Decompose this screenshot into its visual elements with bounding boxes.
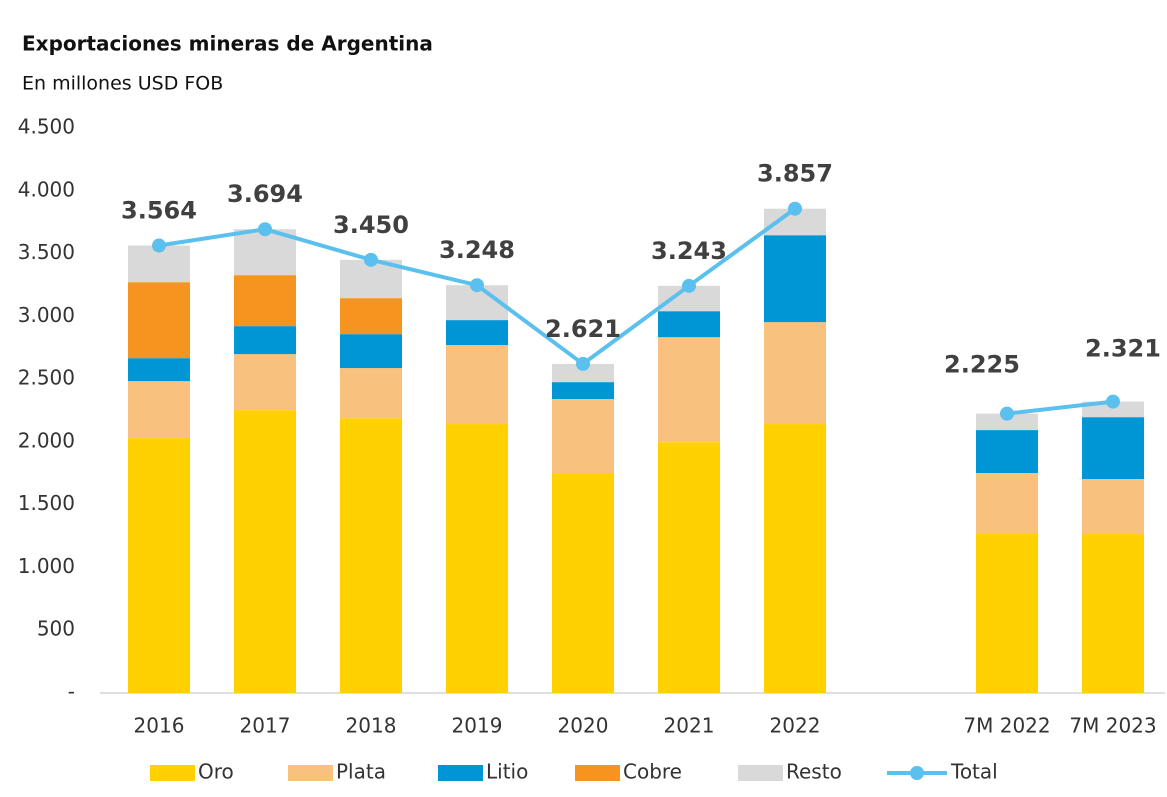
total-marker [1000, 406, 1014, 421]
bar-segment [1082, 479, 1144, 535]
chart-subtitle: En millones USD FOB [22, 73, 223, 95]
legend-label: Litio [486, 760, 528, 784]
legend-swatch [738, 765, 783, 781]
bar-segment [128, 381, 190, 439]
bar-segment [658, 337, 720, 443]
total-marker [470, 278, 484, 293]
bar-segment [1082, 534, 1144, 693]
legend-swatch [575, 765, 620, 781]
data-label: 3.450 [333, 211, 409, 239]
data-label: 3.857 [757, 160, 833, 188]
y-tick-label: - [68, 680, 75, 704]
bar-segment [234, 410, 296, 693]
bar-segment [976, 473, 1038, 535]
x-tick-label: 2021 [664, 714, 715, 738]
total-marker [364, 252, 378, 267]
y-tick-label: 4.000 [18, 177, 75, 201]
x-tick-label: 7M 2023 [1069, 714, 1156, 738]
x-tick-label: 2019 [452, 714, 503, 738]
bar-segment [234, 354, 296, 411]
bar-segment [128, 282, 190, 359]
total-marker [1106, 394, 1120, 409]
bar-segment [552, 382, 614, 400]
legend-label: Cobre [623, 760, 682, 784]
legend-label: Total [950, 760, 998, 784]
total-marker [576, 356, 590, 371]
data-label: 3.564 [121, 197, 197, 225]
x-tick-label: 2016 [134, 714, 185, 738]
bar-segment [340, 298, 402, 335]
x-tick-label: 2018 [346, 714, 397, 738]
bar-segment [446, 320, 508, 346]
data-label: 3.248 [439, 236, 515, 264]
legend-swatch [288, 765, 333, 781]
total-marker [258, 222, 272, 237]
y-tick-label: 3.500 [18, 240, 75, 264]
bar-segment [340, 334, 402, 369]
bar-segment [340, 418, 402, 693]
bar-segment [764, 235, 826, 323]
bar-segment [234, 326, 296, 355]
y-tick-label: 1.000 [18, 554, 75, 578]
bar-segment [234, 275, 296, 327]
x-tick-label: 7M 2022 [963, 714, 1050, 738]
bar-segment [976, 413, 1038, 431]
total-marker [788, 201, 802, 216]
y-tick-label: 1.500 [18, 491, 75, 515]
x-tick-label: 2017 [240, 714, 291, 738]
total-line [158, 207, 1114, 416]
bar-segment [1082, 417, 1144, 480]
total-marker [682, 278, 696, 293]
y-tick-label: 3.000 [18, 303, 75, 327]
x-tick-label: 2022 [770, 714, 821, 738]
bar-segment [340, 368, 402, 419]
bar-segment [764, 424, 826, 693]
legend-swatch [150, 765, 195, 781]
data-label: 2.621 [545, 315, 621, 343]
data-label: 2.321 [1085, 335, 1161, 363]
bar-segment [976, 430, 1038, 474]
bar-segment [1082, 401, 1144, 418]
legend-label: Plata [336, 760, 386, 784]
legend-swatch [438, 765, 483, 781]
bar-segment [552, 473, 614, 693]
chart-title: Exportaciones mineras de Argentina [22, 32, 433, 56]
legend-label: Oro [198, 760, 234, 784]
data-label: 3.694 [227, 180, 303, 208]
legend-label: Resto [786, 760, 842, 784]
total-marker [152, 238, 166, 253]
data-label: 3.243 [651, 237, 727, 265]
bar-segment [128, 438, 190, 693]
bar-segment [976, 534, 1038, 693]
data-label: 2.225 [944, 351, 1020, 379]
bar-segment [552, 399, 614, 474]
bar-segment [552, 363, 614, 383]
bar-segment [658, 311, 720, 338]
bar-segment [446, 345, 508, 425]
y-tick-label: 4.500 [18, 115, 75, 139]
legend-marker [910, 766, 924, 780]
x-tick-label: 2020 [558, 714, 609, 738]
y-tick-label: 500 [37, 617, 75, 641]
y-tick-label: 2.000 [18, 428, 75, 452]
bar-segment [764, 322, 826, 425]
bar-segment [658, 442, 720, 693]
y-tick-label: 2.500 [18, 366, 75, 390]
bar-segment [128, 358, 190, 382]
bar-segment [446, 424, 508, 693]
